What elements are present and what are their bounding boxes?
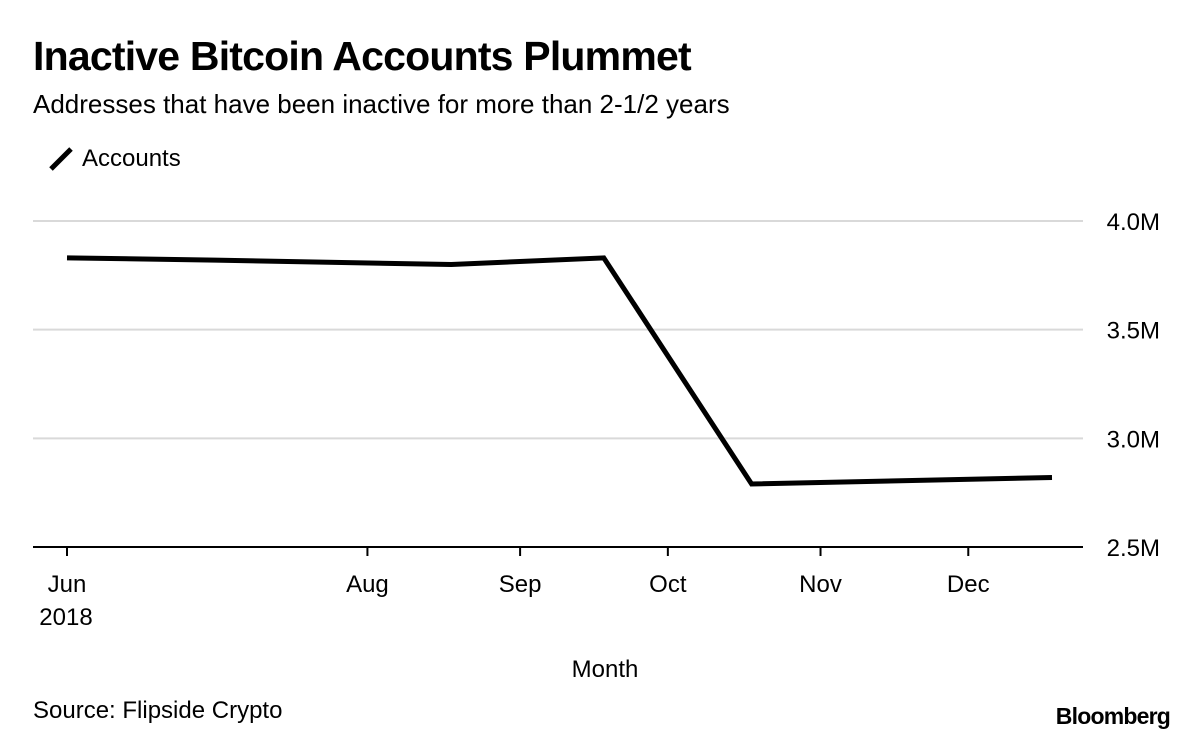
x-tick-label: Sep [499,571,542,598]
x-tick-sublabel: 2018 [39,604,92,631]
x-tick-label: Dec [947,571,990,598]
y-tick-label: 3.5M [1107,318,1160,345]
chart-subtitle: Addresses that have been inactive for mo… [33,89,730,119]
x-tick-label: Nov [799,571,842,598]
legend: Accounts [48,145,181,173]
legend-line-icon [49,147,73,171]
chart-title: Inactive Bitcoin Accounts Plummet [33,33,692,79]
x-tick-label: Jun [48,571,87,598]
y-axis: 4.0M 3.5M 3.0M 2.5M [1107,209,1160,562]
x-tick-label: Aug [346,571,389,598]
y-tick-label: 4.0M [1107,209,1160,236]
x-axis-label: Month [572,656,639,683]
grid-lines [33,220,1083,440]
series-layer [66,255,1053,487]
bloomberg-logo: Bloomberg [1055,703,1171,729]
y-tick-label: 3.0M [1107,426,1160,453]
series-line-accounts [66,255,1053,487]
x-axis: Jun 2018 Aug Sep Oct Nov Dec [33,546,1083,631]
source-note: Source: Flipside Crypto [33,697,283,724]
x-tick-label: Oct [649,571,687,598]
y-tick-label: 2.5M [1107,535,1160,562]
legend-label: Accounts [82,145,181,172]
